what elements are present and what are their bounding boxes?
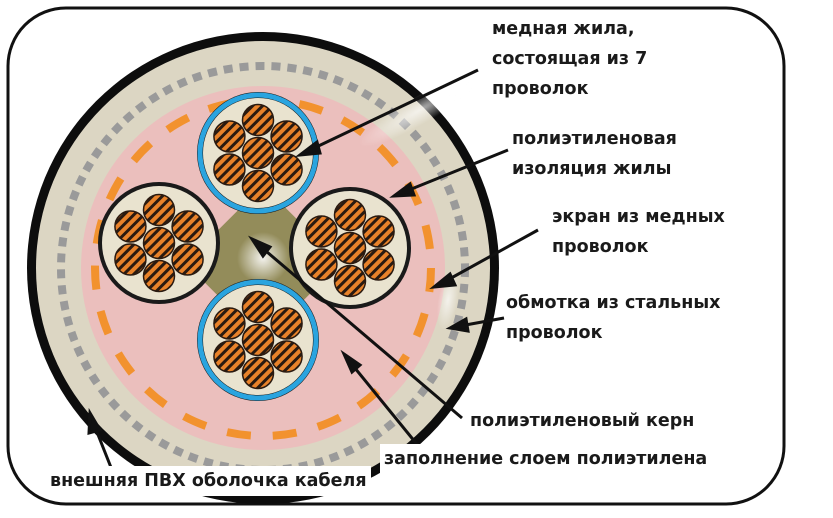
- copper-wire-6: [241, 290, 275, 324]
- leader-copper-core: [309, 68, 479, 152]
- copper-wire-2: [171, 243, 204, 276]
- copper-wire-7: [270, 120, 303, 153]
- leader-pe-core: [259, 244, 463, 420]
- insulated-core-right: [289, 187, 411, 309]
- copper-wire-4: [213, 340, 246, 373]
- copper-wire-6: [241, 103, 275, 137]
- label-pe-insulation-line-1: полиэтиленовая: [512, 129, 677, 149]
- arrowhead-copper-screen: [429, 271, 458, 289]
- leader-pe-fill: [348, 361, 422, 449]
- label-steel-wrap-line-1: обмотка из стальных: [506, 293, 721, 313]
- label-steel-wrap: обмотка из стальных проволок: [506, 288, 720, 348]
- label-copper-core-line-2: состоящая из 7: [492, 49, 648, 69]
- label-copper-core-line-1: медная жила,: [492, 19, 635, 39]
- label-pvc-sheath: внешняя ПВХ оболочка кабеля: [46, 466, 371, 496]
- label-pe-fill: заполнение слоем полиэтилена: [380, 444, 712, 474]
- copper-wire-1: [241, 323, 275, 357]
- copper-wire-1: [241, 136, 275, 170]
- label-copper-screen-line-1: экран из медных: [552, 207, 725, 227]
- copper-wire-4: [114, 243, 147, 276]
- insulated-core-left: [98, 182, 220, 304]
- label-copper-screen-line-2: проволок: [552, 237, 649, 257]
- copper-wire-4: [213, 153, 246, 186]
- copper-wire-1: [142, 226, 176, 260]
- copper-wire-4: [305, 248, 338, 281]
- arrowhead-pe-insulation: [389, 181, 417, 198]
- label-pe-insulation: полиэтиленовая изоляция жилы: [512, 124, 677, 184]
- arrowhead-pvc-sheath: [87, 407, 103, 435]
- copper-wire-3: [241, 356, 275, 390]
- label-pe-core: полиэтиленовый керн: [470, 411, 695, 431]
- copper-wire-6: [142, 193, 176, 227]
- arrowhead-pe-fill: [340, 349, 363, 375]
- label-copper-core-line-3: проволок: [492, 79, 589, 99]
- copper-wire-1: [333, 231, 367, 265]
- insulated-core-bottom: [197, 279, 319, 401]
- conductors: [98, 92, 411, 401]
- copper-wire-7: [362, 215, 395, 248]
- leader-pe-insulation: [403, 148, 509, 194]
- copper-wire-7: [270, 307, 303, 340]
- copper-wire-3: [333, 264, 367, 298]
- arrowhead-pe-core: [248, 235, 273, 259]
- core-blue-insulation: [197, 279, 319, 401]
- steel-wire-wrap: [57, 62, 469, 474]
- copper-wire-2: [270, 153, 303, 186]
- copper-wire-3: [142, 259, 176, 293]
- arrowhead-copper-core: [294, 139, 322, 158]
- copper-wire-2: [270, 340, 303, 373]
- arrowhead-steel-wrap: [445, 316, 470, 333]
- label-copper-screen: экран из медных проволок: [552, 202, 725, 262]
- leader-lines: [87, 68, 539, 471]
- copper-wire-5: [114, 210, 147, 243]
- label-copper-core: медная жила, состоящая из 7 проволок: [492, 14, 647, 104]
- copper-wire-3: [241, 169, 275, 203]
- copper-wire-6: [333, 198, 367, 232]
- copper-wire-5: [213, 120, 246, 153]
- label-pe-insulation-line-2: изоляция жилы: [512, 159, 672, 179]
- copper-wire-5: [213, 307, 246, 340]
- copper-wire-5: [305, 215, 338, 248]
- copper-wire-7: [171, 210, 204, 243]
- label-steel-wrap-line-2: проволок: [506, 323, 603, 343]
- copper-wire-2: [362, 248, 395, 281]
- leader-copper-screen: [443, 228, 539, 284]
- insulated-core-top: [197, 92, 319, 214]
- cable: [27, 32, 499, 504]
